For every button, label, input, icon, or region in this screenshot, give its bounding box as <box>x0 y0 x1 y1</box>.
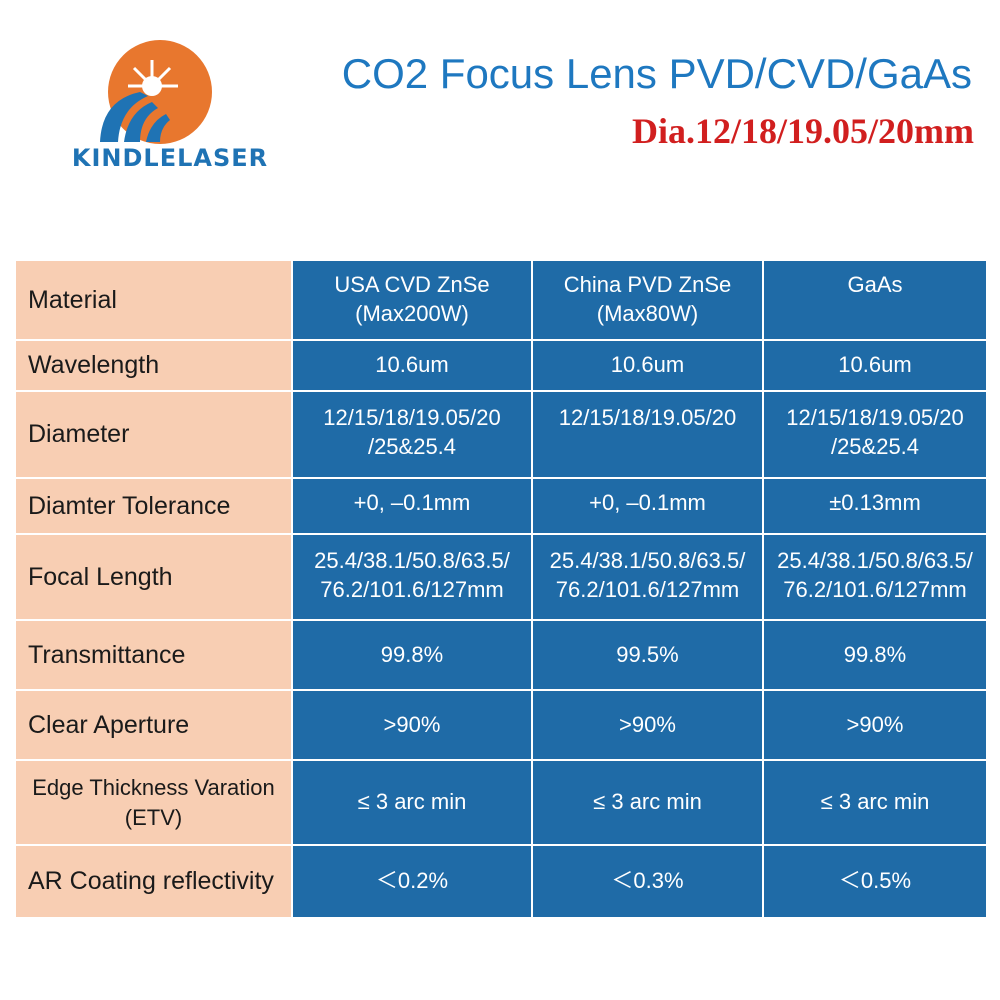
column-header: China PVD ZnSe (Max80W) <box>531 259 764 341</box>
table-row: Material USA CVD ZnSe (Max200W) China PV… <box>14 259 988 341</box>
table-cell: 12/15/18/19.05/20 /25&25.4 <box>762 390 988 479</box>
table-cell: ≤ 3 arc min <box>291 759 533 846</box>
table-cell: ＜0.5% <box>762 844 988 919</box>
table-row: Focal Length 25.4/38.1/50.8/63.5/ 76.2/1… <box>14 533 988 621</box>
cell-line: 76.2/101.6/127mm <box>783 576 967 602</box>
table-cell: ≤ 3 arc min <box>762 759 988 846</box>
row-label: AR Coating reflectivity <box>14 844 293 919</box>
table-cell: 99.5% <box>531 619 764 691</box>
cell-line: 76.2/101.6/127mm <box>555 576 740 602</box>
cell-line: /25&25.4 <box>367 433 457 459</box>
table-cell: >90% <box>762 689 988 761</box>
row-label: Focal Length <box>14 533 293 621</box>
cell-line: 25.4/38.1/50.8/63.5/ <box>777 548 973 573</box>
row-label: Wavelength <box>14 339 293 392</box>
cell-line: 12/15/18/19.05/20 <box>558 405 737 430</box>
column-note: (Max200W) <box>355 300 469 326</box>
spec-table: Material USA CVD ZnSe (Max200W) China PV… <box>14 259 988 919</box>
table-cell: ±0.13mm <box>762 477 988 535</box>
table-cell: 12/15/18/19.05/20 /25&25.4 <box>291 390 533 479</box>
table-cell: 25.4/38.1/50.8/63.5/ 76.2/101.6/127mm <box>762 533 988 621</box>
table-cell: 99.8% <box>762 619 988 691</box>
row-label-line: (ETV) <box>124 804 183 830</box>
table-cell: >90% <box>291 689 533 761</box>
table-cell: 99.8% <box>291 619 533 691</box>
cell-line: 12/15/18/19.05/20 <box>323 405 501 430</box>
row-label: Diameter <box>14 390 293 479</box>
cell-line: 25.4/38.1/50.8/63.5/ <box>314 548 510 573</box>
table-cell: +0, –0.1mm <box>291 477 533 535</box>
table-row: Diameter 12/15/18/19.05/20 /25&25.4 12/1… <box>14 390 988 479</box>
table-cell: +0, –0.1mm <box>531 477 764 535</box>
column-name: GaAs <box>847 272 903 297</box>
table-cell: >90% <box>531 689 764 761</box>
table-cell: ＜0.2% <box>291 844 533 919</box>
cell-line: /25&25.4 <box>830 433 920 459</box>
cell-line: 12/15/18/19.05/20 <box>786 405 964 430</box>
brand-name: KINDLELASER <box>71 144 269 172</box>
table-cell: ＜0.3% <box>531 844 764 919</box>
column-header: USA CVD ZnSe (Max200W) <box>291 259 533 341</box>
table-cell: ≤ 3 arc min <box>531 759 764 846</box>
table-row: Wavelength 10.6um 10.6um 10.6um <box>14 339 988 392</box>
table-cell: 10.6um <box>762 339 988 392</box>
row-label: Clear Aperture <box>14 689 293 761</box>
table-cell: 25.4/38.1/50.8/63.5/ 76.2/101.6/127mm <box>291 533 533 621</box>
table-row: Diamter Tolerance +0, –0.1mm +0, –0.1mm … <box>14 477 988 535</box>
table-cell: 12/15/18/19.05/20 <box>531 390 764 479</box>
column-name: USA CVD ZnSe <box>334 272 490 297</box>
laser-beam-logo-icon <box>100 40 212 144</box>
column-header: GaAs <box>762 259 988 341</box>
table-cell: 10.6um <box>531 339 764 392</box>
row-label: Diamter Tolerance <box>14 477 293 535</box>
table-row: Clear Aperture >90% >90% >90% <box>14 689 988 761</box>
page-title: CO2 Focus Lens PVD/CVD/GaAs <box>341 50 972 97</box>
row-label: Material <box>14 259 293 341</box>
table-row: AR Coating reflectivity ＜0.2% ＜0.3% ＜0.5… <box>14 844 988 919</box>
cell-line: 25.4/38.1/50.8/63.5/ <box>549 548 746 573</box>
table-row: Transmittance 99.8% 99.5% 99.8% <box>14 619 988 691</box>
kindlelaser-logo: KINDLELASER <box>40 30 300 190</box>
cell-line: 76.2/101.6/127mm <box>320 576 504 602</box>
column-note: (Max80W) <box>596 300 699 326</box>
table-cell: 10.6um <box>291 339 533 392</box>
page-subtitle: Dia.12/18/19.05/20mm <box>632 111 974 151</box>
row-label: Transmittance <box>14 619 293 691</box>
column-name: China PVD ZnSe <box>563 272 732 297</box>
table-cell: 25.4/38.1/50.8/63.5/ 76.2/101.6/127mm <box>531 533 764 621</box>
row-label-line: Edge Thickness Varation <box>32 774 275 800</box>
table-row: Edge Thickness Varation (ETV) ≤ 3 arc mi… <box>14 759 988 846</box>
row-label: Edge Thickness Varation (ETV) <box>14 759 293 846</box>
